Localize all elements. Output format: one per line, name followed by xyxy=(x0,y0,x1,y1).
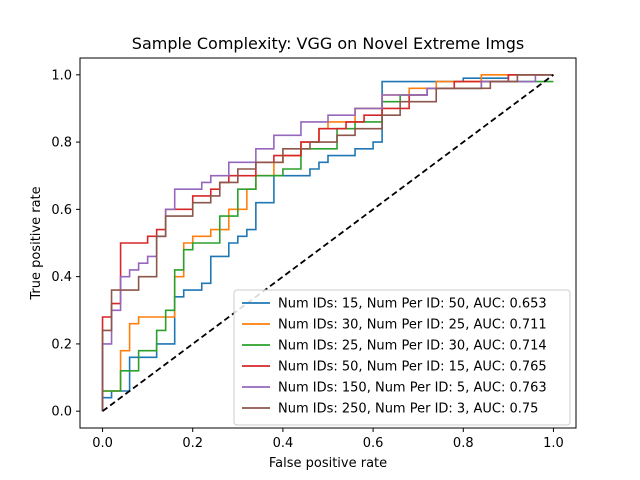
legend-entry-2: Num IDs: 30, Num Per ID: 25, AUC: 0.711 xyxy=(278,318,547,333)
x-tick-label: 0.8 xyxy=(453,436,474,451)
y-tick-label: 0.4 xyxy=(51,270,72,285)
chance-diagonal xyxy=(102,74,554,412)
y-axis: 0.0 0.2 0.4 0.6 0.8 1.0 xyxy=(51,68,80,420)
y-tick-label: 0.6 xyxy=(51,203,72,218)
y-axis-label: True positive rate xyxy=(29,186,44,300)
legend-entry-5: Num IDs: 150, Num Per ID: 5, AUC: 0.763 xyxy=(278,381,547,396)
series-layer xyxy=(101,74,554,412)
x-tick-label: 0.0 xyxy=(92,436,113,451)
y-tick-label: 0.0 xyxy=(51,405,72,420)
plot-frame xyxy=(79,57,577,429)
x-axis: 0.0 0.2 0.4 0.6 0.8 1.0 xyxy=(92,428,564,451)
legend-box xyxy=(233,289,571,426)
legend-entry-3: Num IDs: 25, Num Per ID: 30, AUC: 0.714 xyxy=(278,339,547,354)
x-axis-label: False positive rate xyxy=(269,456,387,471)
legend-entry-4: Num IDs: 50, Num Per ID: 15, AUC: 0.765 xyxy=(278,360,547,375)
series-line-3 xyxy=(101,80,554,412)
y-tick-label: 0.8 xyxy=(51,136,72,151)
series-line-6 xyxy=(101,74,554,412)
x-tick-label: 0.4 xyxy=(273,436,294,451)
x-tick-label: 0.6 xyxy=(363,436,384,451)
chart-title: Sample Complexity: VGG on Novel Extreme … xyxy=(132,34,524,53)
legend-entry-1: Num IDs: 15, Num Per ID: 50, AUC: 0.653 xyxy=(278,297,547,312)
series-line-5 xyxy=(101,74,554,412)
y-tick-label: 1.0 xyxy=(51,68,72,83)
x-tick-label: 0.2 xyxy=(182,436,203,451)
legend-entry-6: Num IDs: 250, Num Per ID: 3, AUC: 0.75 xyxy=(278,402,538,417)
legend: Num IDs: 15, Num Per ID: 50, AUC: 0.653 N… xyxy=(233,289,571,426)
x-tick-label: 1.0 xyxy=(543,436,564,451)
y-tick-label: 0.2 xyxy=(51,337,72,352)
